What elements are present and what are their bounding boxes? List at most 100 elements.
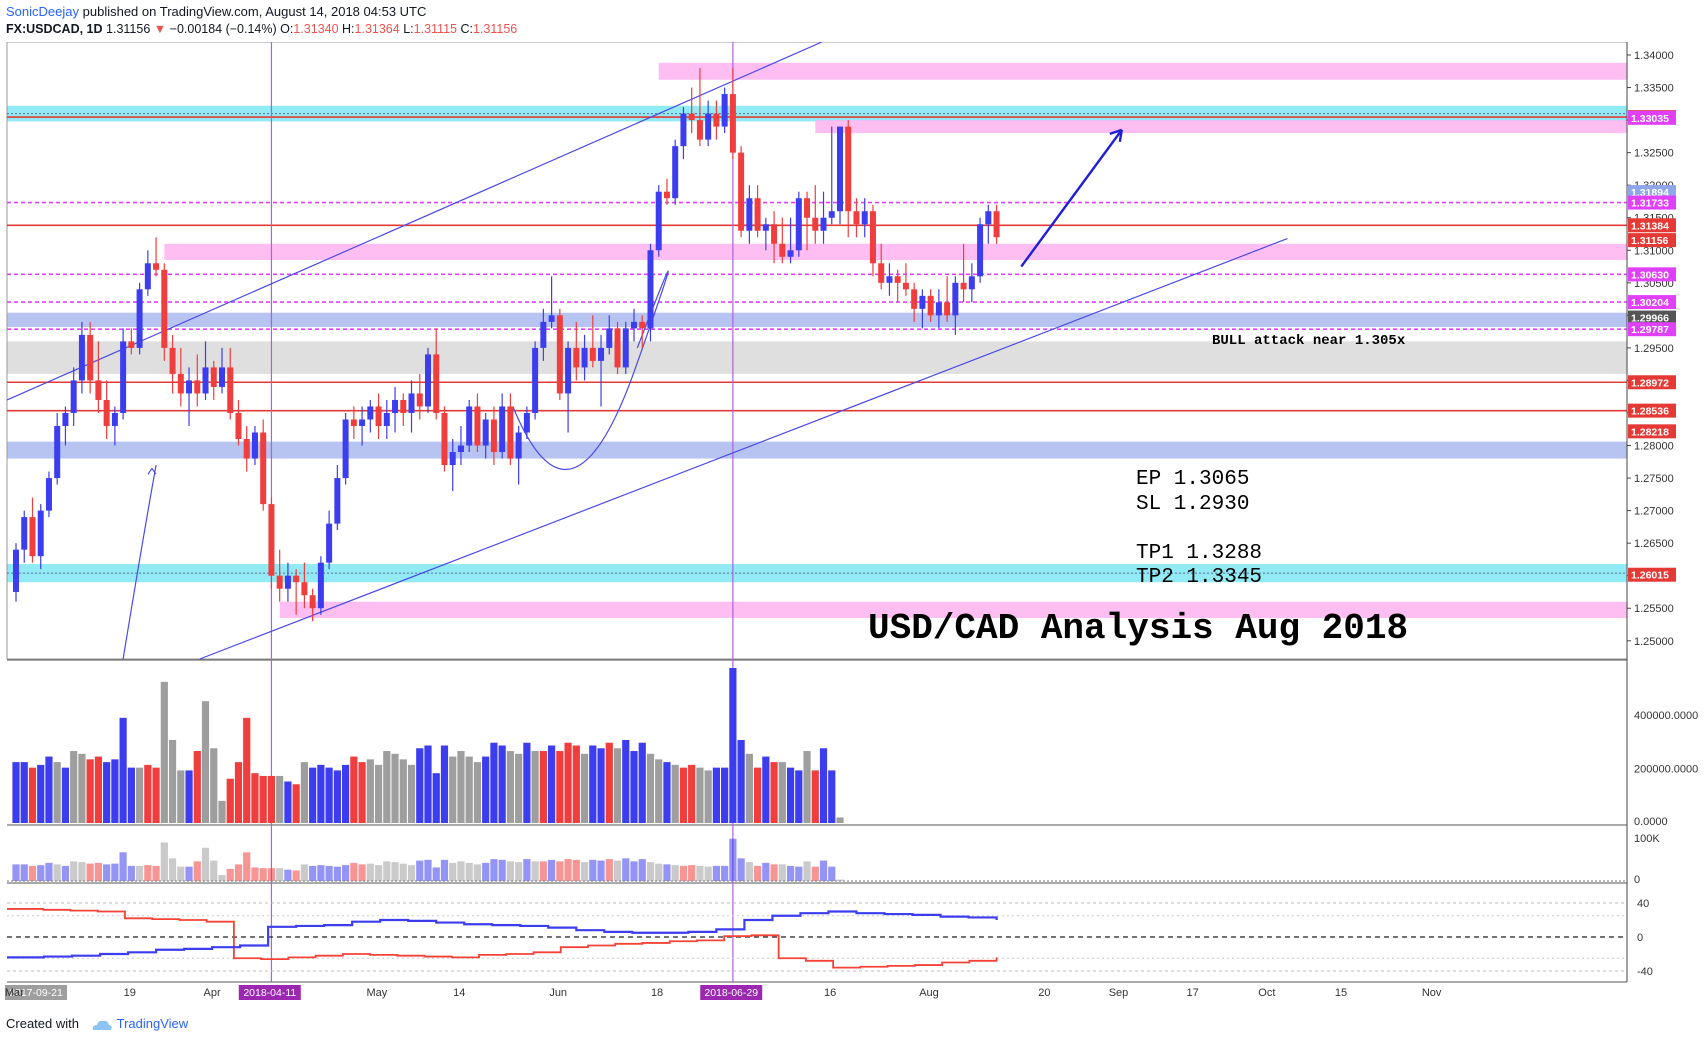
volume-bar [399,759,407,823]
volume-ma-bar [572,859,580,881]
volume-bar [465,756,473,823]
volume-bar [836,817,844,823]
price-tick-label: 1.25500 [1634,603,1674,615]
volume-ma-bar [729,838,737,881]
price-tag-label: 1.33035 [1631,113,1669,125]
volume-bar [317,764,325,823]
target-arrow-line [1020,129,1123,268]
date-tag-label: 2018-04-11 [243,987,296,999]
entry-price-note: EP 1.3065 [1136,468,1249,491]
price-tick-label: 1.27000 [1634,506,1674,518]
author-link[interactable]: SonicDeejay [6,4,79,19]
volume-bar [679,767,688,823]
candle-body [861,211,868,225]
volume-ma-bar [778,864,786,881]
candle-body [45,478,52,511]
volume-ma-bar [506,861,514,881]
volume-ma-bar [309,865,317,881]
candle-body [326,523,333,563]
time-tick-label: Oct [1258,987,1275,999]
candle-body [87,334,94,381]
volume-ma-bar [655,863,663,881]
volume-bar [828,770,836,823]
volume-bar [45,756,53,823]
candle-body [161,269,168,348]
zone-pink [279,601,1628,618]
chart-canvas[interactable]: 1.340001.335001.330001.325001.320001.315… [0,42,1708,1008]
volume-bar [613,748,622,823]
volume-ma-bar [12,864,20,881]
price-tag-bg [1628,310,1676,325]
volume-ma-bar [646,862,655,881]
volume-bar [548,745,556,823]
volume-ma-bar [267,868,276,881]
ohlc-high-label: H: [342,22,355,36]
volume-ma-bar [803,861,811,881]
volume-ma-bar [630,861,638,881]
volume-ma-bar [811,866,819,881]
volume-ma-bar [473,864,482,881]
volume-bar [53,762,61,823]
candle-body [729,94,736,153]
candle-body [960,282,967,290]
price-tag-label: 1.28536 [1631,406,1669,418]
candle-body [400,399,407,413]
candle-body [771,224,778,244]
volume-bar [721,767,729,823]
target-arrow-head [1109,128,1123,143]
volume-bar [350,756,358,823]
volume-bar [671,764,679,823]
price-tag-label: 1.28972 [1631,377,1669,389]
candle-body [869,211,876,264]
tradingview-link[interactable]: TradingView [116,1016,189,1031]
price-tick-label: 1.26500 [1634,538,1674,550]
volume-bar [300,762,308,823]
candle-body [490,419,497,453]
volume-bar [531,751,539,823]
candle-body [499,406,506,453]
volume-ma-bar [515,862,523,881]
price-tag-label: 1.29787 [1631,324,1669,336]
time-tick-label: 20 [1038,987,1050,999]
candle-body [268,504,275,576]
volume-bar [572,745,580,823]
volume-ma-bar [457,861,465,881]
price-tag-bg [1628,567,1676,582]
volume-ma-axis-label: 0 [1634,874,1640,886]
volume-ma-bar [795,866,803,881]
volume-ma-bar [671,865,679,881]
candle-body [713,113,720,127]
candle-body [622,328,629,368]
volume-bar [819,748,828,823]
price-zones [7,62,1628,618]
volume-bar [383,751,391,823]
volume-ma-bar [580,862,589,881]
volume-bar [745,753,753,823]
volume-bar [655,759,663,823]
candle-body [985,211,992,225]
date-tag-label: 2018-06-29 [704,987,758,999]
last-price: 1.31156 [106,22,151,36]
volume-bar [696,767,704,823]
zone-pink [658,62,1627,80]
candle-body [565,347,572,394]
candle-body [993,211,1000,238]
volume-bar [506,751,514,823]
candle-body [853,211,860,225]
volume-bar [201,701,210,823]
time-tick-label: 17 [1187,987,1199,999]
volume-bar [127,767,135,823]
volume-bar [449,756,457,823]
volume-ma-bar [407,865,416,881]
candle-body [507,406,514,459]
ohlc-low: 1.31115 [413,22,457,36]
bull-attack-note: BULL attack near 1.305x [1212,333,1406,349]
volume-bar [37,764,45,823]
time-tick-label: 18 [651,987,663,999]
candle-body [177,373,184,394]
volume-ma-bar [416,860,424,881]
volume-bar [259,775,267,823]
candle-body [457,445,464,453]
candle-body [779,243,786,257]
candle-body [367,406,374,420]
